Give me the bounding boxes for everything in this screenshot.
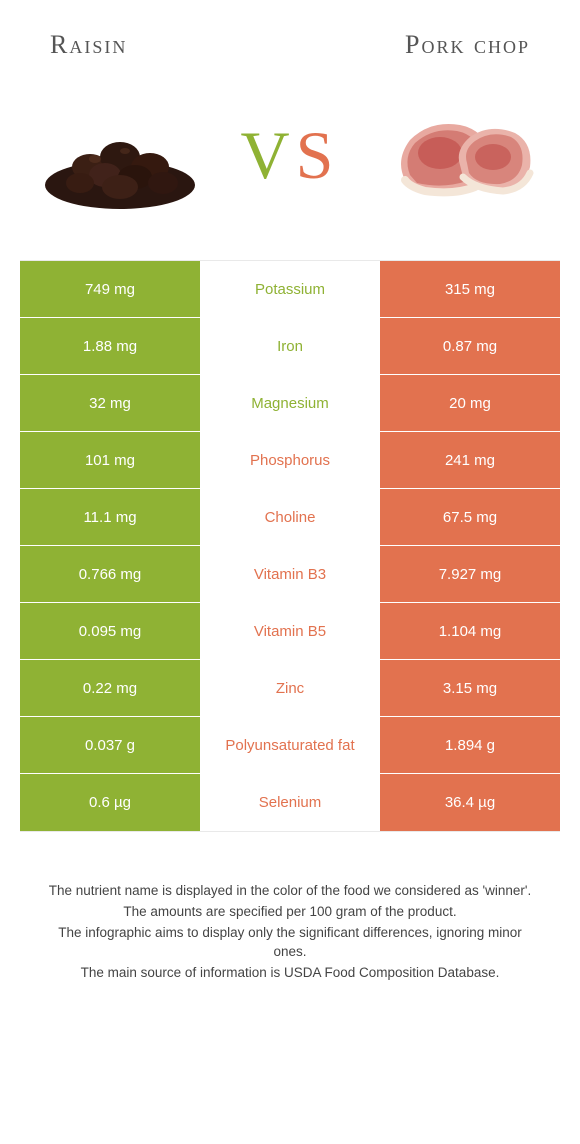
- nutrient-name: Phosphorus: [200, 432, 380, 488]
- nutrient-name: Polyunsaturated fat: [200, 717, 380, 773]
- table-row: 1.88 mgIron0.87 mg: [20, 318, 560, 375]
- nutrient-table: 749 mgPotassium315 mg1.88 mgIron0.87 mg3…: [20, 260, 560, 832]
- value-right: 241 mg: [380, 432, 560, 488]
- value-right: 7.927 mg: [380, 546, 560, 602]
- value-left: 32 mg: [20, 375, 200, 431]
- value-left: 0.22 mg: [20, 660, 200, 716]
- footnote-line: The nutrient name is displayed in the co…: [40, 882, 540, 901]
- value-right: 1.894 g: [380, 717, 560, 773]
- raisin-image: [30, 90, 210, 220]
- nutrient-name: Choline: [200, 489, 380, 545]
- nutrient-name: Magnesium: [200, 375, 380, 431]
- value-left: 0.766 mg: [20, 546, 200, 602]
- table-row: 0.095 mgVitamin B51.104 mg: [20, 603, 560, 660]
- value-left: 101 mg: [20, 432, 200, 488]
- table-row: 11.1 mgCholine67.5 mg: [20, 489, 560, 546]
- table-row: 101 mgPhosphorus241 mg: [20, 432, 560, 489]
- nutrient-name: Iron: [200, 318, 380, 374]
- vs-s: S: [296, 117, 340, 193]
- food-title-right: Pork chop: [405, 30, 530, 60]
- footnotes: The nutrient name is displayed in the co…: [0, 832, 580, 982]
- value-right: 3.15 mg: [380, 660, 560, 716]
- nutrient-name: Potassium: [200, 261, 380, 317]
- table-row: 0.22 mgZinc3.15 mg: [20, 660, 560, 717]
- value-left: 749 mg: [20, 261, 200, 317]
- value-left: 0.6 µg: [20, 774, 200, 831]
- nutrient-name: Vitamin B5: [200, 603, 380, 659]
- value-left: 0.095 mg: [20, 603, 200, 659]
- footnote-line: The amounts are specified per 100 gram o…: [40, 903, 540, 922]
- value-left: 11.1 mg: [20, 489, 200, 545]
- footnote-line: The infographic aims to display only the…: [40, 924, 540, 962]
- value-left: 1.88 mg: [20, 318, 200, 374]
- table-row: 0.6 µgSelenium36.4 µg: [20, 774, 560, 831]
- value-right: 67.5 mg: [380, 489, 560, 545]
- nutrient-name: Selenium: [200, 774, 380, 831]
- header: Raisin Pork chop: [0, 0, 580, 80]
- value-left: 0.037 g: [20, 717, 200, 773]
- footnote-line: The main source of information is USDA F…: [40, 964, 540, 983]
- value-right: 0.87 mg: [380, 318, 560, 374]
- value-right: 36.4 µg: [380, 774, 560, 831]
- table-row: 32 mgMagnesium20 mg: [20, 375, 560, 432]
- table-row: 749 mgPotassium315 mg: [20, 261, 560, 318]
- nutrient-name: Vitamin B3: [200, 546, 380, 602]
- table-row: 0.766 mgVitamin B37.927 mg: [20, 546, 560, 603]
- nutrient-name: Zinc: [200, 660, 380, 716]
- food-title-left: Raisin: [50, 30, 127, 60]
- table-row: 0.037 gPolyunsaturated fat1.894 g: [20, 717, 560, 774]
- vs-row: VS: [0, 80, 580, 260]
- pork-image: [370, 90, 550, 220]
- vs-label: VS: [241, 116, 340, 195]
- value-right: 20 mg: [380, 375, 560, 431]
- value-right: 1.104 mg: [380, 603, 560, 659]
- value-right: 315 mg: [380, 261, 560, 317]
- vs-v: V: [241, 117, 296, 193]
